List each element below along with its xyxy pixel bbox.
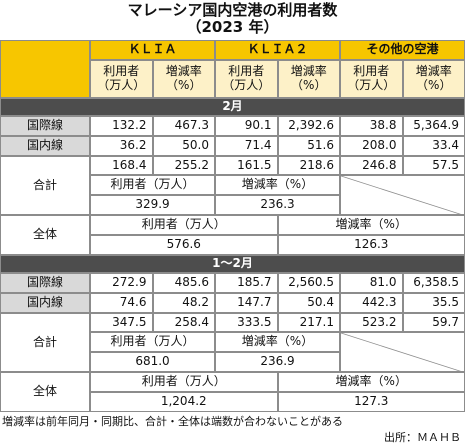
- value-cell: 161.5: [215, 156, 278, 175]
- row-label: 全体: [0, 215, 90, 255]
- header-line: （%）: [416, 78, 452, 92]
- value-cell: 50.0: [152, 136, 215, 156]
- sub-header: 利用者 （万人）: [215, 60, 278, 98]
- sub-label: 増減率（%）: [215, 175, 340, 195]
- value-cell: 168.4: [90, 156, 153, 175]
- value-cell: 48.2: [152, 293, 215, 313]
- value-cell: 217.1: [277, 313, 340, 332]
- value-cell: 2,560.5: [277, 273, 340, 293]
- airport-header: ＫＬＩＡ: [90, 40, 215, 60]
- value-cell: 132.2: [90, 116, 153, 136]
- sub-label: 利用者（万人）: [90, 175, 215, 195]
- diagonal-line: [341, 176, 465, 216]
- total-value: 236.9: [215, 352, 340, 372]
- diagonal-line: [341, 333, 465, 373]
- diagonal: [341, 333, 465, 373]
- subtitle: （2023 年）: [186, 18, 279, 36]
- sub-header: 利用者 （万人）: [90, 60, 153, 98]
- value-cell: 485.6: [152, 273, 215, 293]
- header-line: （万人）: [347, 78, 396, 92]
- value-cell: 333.5: [215, 313, 278, 332]
- header-line: （%）: [291, 78, 327, 92]
- sub-label: 増減率（%）: [277, 372, 465, 392]
- row-label: 全体: [0, 372, 90, 412]
- footnote: 増減率は前年同月・同期比、合計・全体は端数が合わないことがある: [2, 415, 343, 428]
- overall-value: 127.3: [277, 392, 465, 412]
- value-cell: 74.6: [90, 293, 153, 313]
- sub-header: 増減率 （%）: [277, 60, 340, 98]
- title: マレーシア国内空港の利用者数: [127, 1, 338, 19]
- total-value: 681.0: [90, 352, 215, 372]
- sub-label: 利用者（万人）: [90, 372, 278, 392]
- sub-header: 増減率 （%）: [402, 60, 465, 98]
- sub-header: 増減率 （%）: [152, 60, 215, 98]
- source: 出所：ＭＡＨＢ: [384, 431, 461, 444]
- sub-label: 増減率（%）: [215, 332, 340, 352]
- value-cell: 59.7: [402, 313, 465, 332]
- value-cell: 255.2: [152, 156, 215, 175]
- value-cell: 71.4: [215, 136, 278, 156]
- row-label: 国際線: [0, 273, 90, 293]
- value-cell: 347.5: [90, 313, 153, 332]
- value-cell: 35.5: [402, 293, 465, 313]
- value-cell: 2,392.6: [277, 116, 340, 136]
- row-label: 国内線: [0, 293, 90, 313]
- value-cell: 208.0: [340, 136, 403, 156]
- header-line: （万人）: [222, 78, 271, 92]
- sub-header: 利用者 （万人）: [340, 60, 403, 98]
- value-cell: 218.6: [277, 156, 340, 175]
- value-cell: 90.1: [215, 116, 278, 136]
- sub-label: 利用者（万人）: [90, 215, 278, 235]
- value-cell: 272.9: [90, 273, 153, 293]
- total-value: 329.9: [90, 195, 215, 215]
- value-cell: 467.3: [152, 116, 215, 136]
- blank-cell: [340, 332, 465, 373]
- value-cell: 50.4: [277, 293, 340, 313]
- overall-value: 1,204.2: [90, 392, 278, 412]
- value-cell: 57.5: [402, 156, 465, 175]
- header-line: 増減率: [415, 64, 452, 79]
- row-label: 国際線: [0, 116, 90, 136]
- header-line: （万人）: [97, 78, 146, 92]
- airport-header: その他の空港: [340, 40, 465, 60]
- row-label: 合計: [0, 156, 90, 215]
- value-cell: 81.0: [340, 273, 403, 293]
- header-line: 増減率: [290, 64, 327, 79]
- header-line: （%）: [166, 78, 202, 92]
- blank-cell: [340, 175, 465, 216]
- corner: [0, 40, 90, 98]
- sub-label: 利用者（万人）: [90, 332, 215, 352]
- section-bar: 1～2月: [0, 255, 465, 273]
- value-cell: 38.8: [340, 116, 403, 136]
- value-cell: 51.6: [277, 136, 340, 156]
- header-line: 利用者: [228, 64, 265, 79]
- header-line: 利用者: [353, 64, 390, 79]
- value-cell: 6,358.5: [402, 273, 465, 293]
- value-cell: 442.3: [340, 293, 403, 313]
- total-value: 236.3: [215, 195, 340, 215]
- overall-value: 576.6: [90, 235, 278, 255]
- value-cell: 147.7: [215, 293, 278, 313]
- value-cell: 185.7: [215, 273, 278, 293]
- diagonal: [341, 176, 465, 216]
- row-label: 合計: [0, 313, 90, 372]
- value-cell: 5,364.9: [402, 116, 465, 136]
- header-line: 利用者: [103, 64, 140, 79]
- section-bar: 2月: [0, 98, 465, 116]
- title-block: マレーシア国内空港の利用者数 （2023 年）: [0, 2, 465, 36]
- value-cell: 246.8: [340, 156, 403, 175]
- airport-header: ＫＬＩＡ２: [215, 40, 340, 60]
- sub-label: 増減率（%）: [277, 215, 465, 235]
- value-cell: 523.2: [340, 313, 403, 332]
- overall-value: 126.3: [277, 235, 465, 255]
- value-cell: 36.2: [90, 136, 153, 156]
- row-label: 国内線: [0, 136, 90, 156]
- header-line: 増減率: [165, 64, 202, 79]
- value-cell: 258.4: [152, 313, 215, 332]
- value-cell: 33.4: [402, 136, 465, 156]
